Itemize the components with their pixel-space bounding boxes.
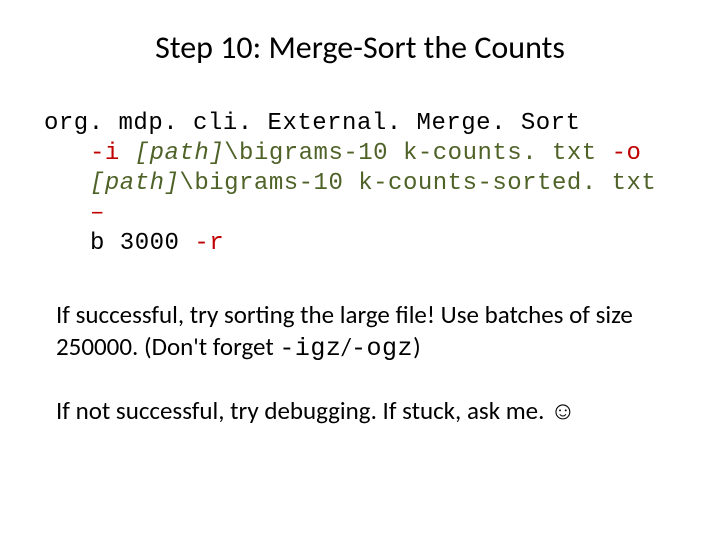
path-prefix-2: [path] (90, 170, 179, 197)
command-program: org. mdp. cli. External. Merge. Sort (44, 109, 676, 139)
command-args-line-3: b 3000 -r (44, 229, 676, 259)
body1-post: ) (413, 331, 421, 362)
path-value-2: \bigrams-10 k-counts-sorted. txt (179, 170, 656, 197)
command-args-line-1: -i [path]\bigrams-10 k-counts. txt -o (44, 139, 676, 169)
b-3000: b 3000 (90, 230, 179, 257)
slide-title: Step 10: Merge-Sort the Counts (44, 28, 676, 67)
flag-r: -r (194, 230, 224, 257)
dash: – (90, 200, 105, 227)
command-block: org. mdp. cli. External. Merge. Sort -i … (44, 109, 676, 259)
path-value-1: \bigrams-10 k-counts. txt (224, 140, 597, 167)
command-args-line-2: [path]\bigrams-10 k-counts-sorted. txt – (44, 169, 676, 229)
flag-o: -o (612, 140, 642, 167)
body-paragraph-1: If successful, try sorting the large fil… (44, 299, 676, 365)
slide: Step 10: Merge-Sort the Counts org. mdp.… (0, 0, 720, 540)
path-prefix-1: [path] (135, 140, 224, 167)
code-igz: -igz (279, 334, 341, 363)
code-ogz: -ogz (351, 334, 413, 363)
flag-i: -i (90, 140, 120, 167)
body-paragraph-2: If not successful, try debugging. If stu… (44, 395, 676, 427)
body1-slash: / (341, 331, 351, 362)
